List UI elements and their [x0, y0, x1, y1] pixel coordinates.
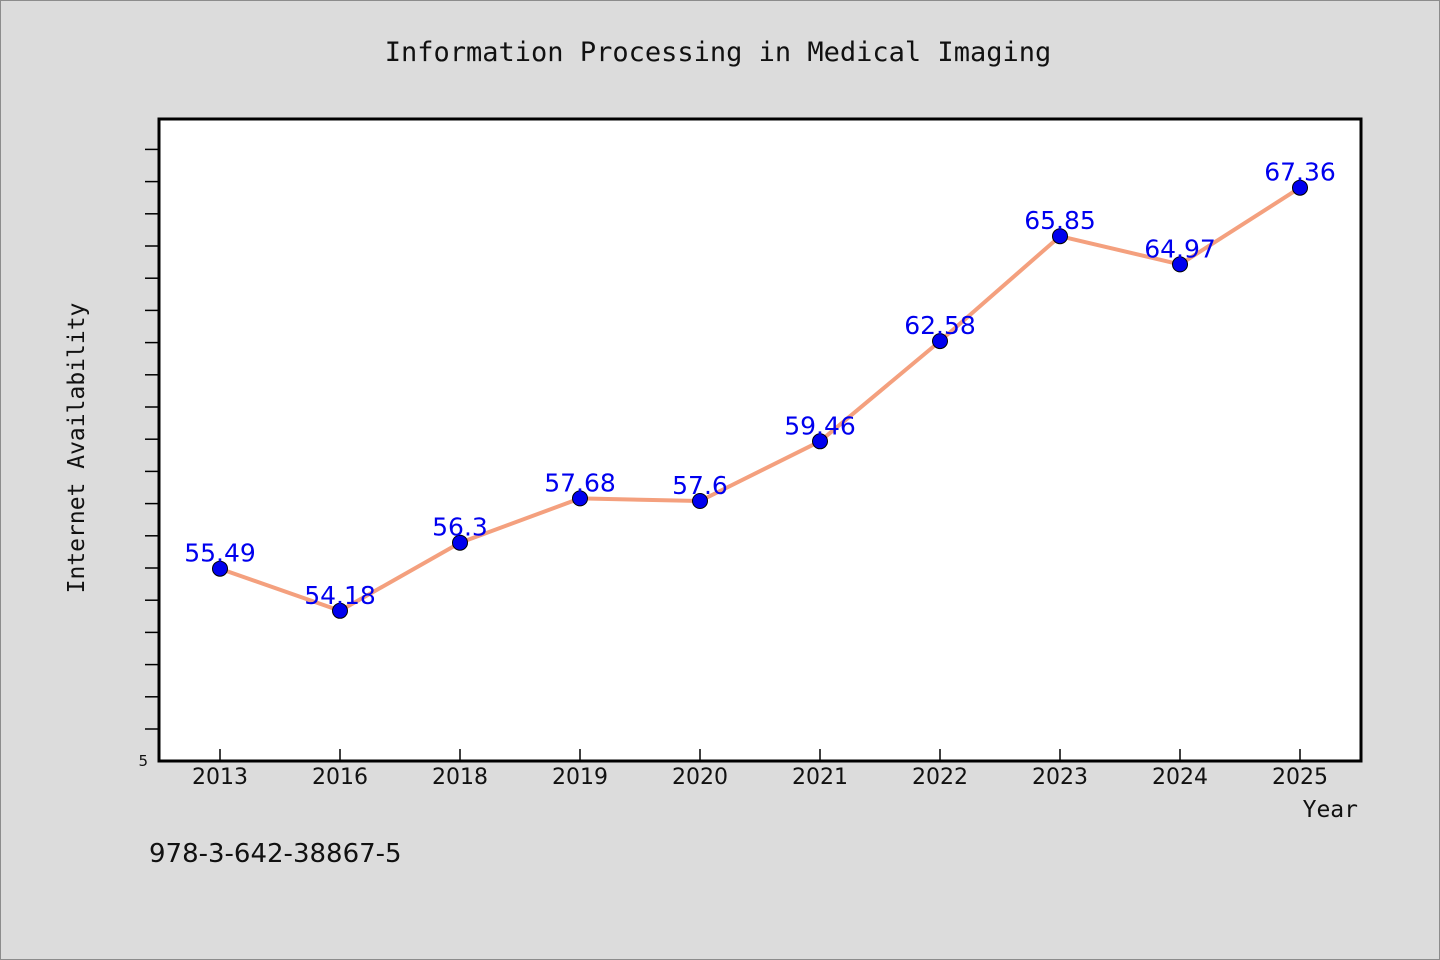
chart-title: Information Processing in Medical Imagin… — [385, 37, 1051, 68]
series-line — [219, 186, 1302, 613]
x-tick-label: 2013 — [192, 765, 248, 790]
plot-area — [157, 117, 1363, 763]
data-label: 55.49 — [184, 539, 256, 568]
y-axis-ticks — [145, 148, 159, 730]
x-tick-label: 2020 — [672, 765, 728, 790]
y-axis-min-label: 5 — [138, 752, 148, 770]
x-tick-label: 2025 — [1272, 765, 1328, 790]
x-tick-label: 2023 — [1032, 765, 1088, 790]
data-point — [212, 560, 228, 577]
x-tick-label: 2019 — [552, 765, 608, 790]
x-axis-label: Year — [1303, 797, 1358, 823]
data-label: 67.36 — [1264, 158, 1336, 187]
x-tick-label: 2022 — [912, 765, 968, 790]
data-label: 65.85 — [1024, 206, 1096, 235]
data-point — [572, 490, 588, 507]
data-point — [812, 433, 828, 450]
data-point — [692, 493, 708, 509]
data-label: 54.18 — [304, 581, 376, 610]
footnote-isbn: 978-3-642-38867-5 — [149, 839, 402, 869]
data-label: 56.3 — [432, 513, 488, 542]
x-tick-label: 2021 — [792, 765, 848, 790]
data-point — [1052, 228, 1068, 245]
x-tick-label: 2024 — [1152, 765, 1208, 790]
data-label: 57.68 — [544, 468, 616, 497]
data-point — [332, 602, 348, 619]
x-tick-label: 2018 — [432, 765, 488, 790]
data-label: 59.46 — [784, 411, 856, 440]
data-label: 64.97 — [1144, 234, 1216, 263]
x-axis-tick-labels: 2013 2016 2018 2019 2020 2021 2022 2023 2024 2025 — [192, 765, 1328, 790]
data-point — [932, 333, 948, 350]
data-point — [1172, 256, 1188, 273]
data-point — [452, 534, 468, 551]
data-point — [1292, 179, 1308, 196]
x-tick-label: 2016 — [312, 765, 368, 790]
data-labels: 55.49 54.18 56.3 57.68 57.6 59.46 62.58 65.85 64… — [184, 158, 1336, 610]
data-label: 57.6 — [672, 471, 728, 500]
series-markers — [212, 179, 1308, 619]
x-axis-ticks — [219, 749, 1301, 761]
y-axis-label: Internet Availability — [64, 303, 90, 594]
data-label: 62.58 — [904, 311, 976, 340]
